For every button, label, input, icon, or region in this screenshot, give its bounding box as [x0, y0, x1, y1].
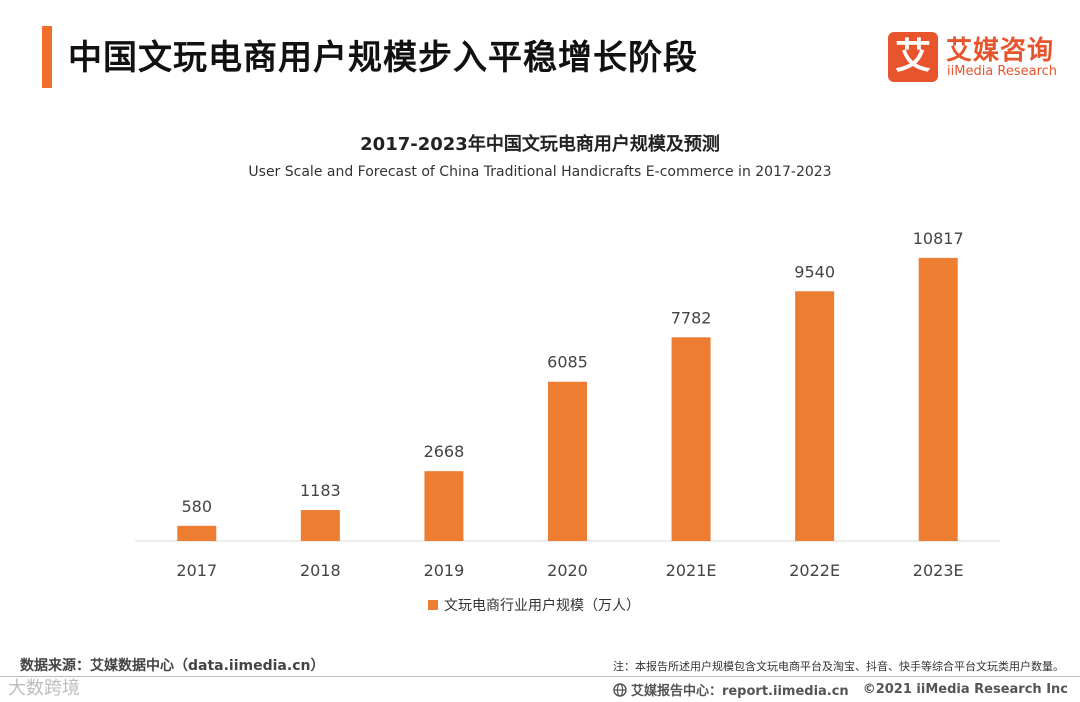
category-label-2021E: 2021E — [666, 561, 717, 580]
logo-mark-icon: 艾 — [888, 32, 938, 82]
value-label-2018: 1183 — [300, 481, 341, 500]
title-accent-bar — [42, 26, 52, 88]
value-label-2021E: 7782 — [671, 308, 712, 327]
bar-2018[interactable] — [300, 510, 340, 541]
page-title: 中国文玩电商用户规模步入平稳增长阶段 — [68, 38, 698, 78]
value-label-2023E: 10817 — [913, 229, 964, 248]
logo-name-en: iiMedia Research — [947, 64, 1058, 79]
bar-2023E[interactable] — [918, 257, 958, 541]
bar-2022E[interactable] — [795, 291, 835, 541]
category-label-2019: 2019 — [424, 561, 465, 580]
category-label-2017: 2017 — [176, 561, 217, 580]
category-label-2023E: 2023E — [913, 561, 964, 580]
bar-2017[interactable] — [177, 525, 217, 541]
footer-divider — [0, 676, 1080, 677]
report-center-link[interactable]: 艾媒报告中心：report.iimedia.cn — [630, 684, 849, 699]
category-label-2022E: 2022E — [789, 561, 840, 580]
footnote: 注：本报告所述用户规模包含文玩电商平台及淘宝、抖音、快手等综合平台文玩类用户数量… — [613, 660, 1064, 673]
brand-logo[interactable]: 艾 艾媒咨询 iiMedia Research — [888, 32, 1068, 84]
category-label-2018: 2018 — [300, 561, 341, 580]
data-source: 数据来源：艾媒数据中心（data.iimedia.cn） — [20, 658, 325, 674]
legend-label: 文玩电商行业用户规模（万人） — [444, 598, 640, 614]
value-label-2020: 6085 — [547, 353, 588, 372]
value-label-2022E: 9540 — [794, 262, 835, 281]
legend-swatch — [428, 600, 438, 610]
value-label-2019: 2668 — [424, 442, 465, 461]
value-label-2017: 580 — [182, 497, 213, 516]
chart-subtitle: User Scale and Forecast of China Traditi… — [248, 164, 832, 180]
copyright: ©2021 iiMedia Research Inc — [862, 682, 1068, 697]
category-label-2020: 2020 — [547, 561, 588, 580]
watermark: 大数跨境 — [8, 678, 80, 699]
bar-2019[interactable] — [424, 471, 464, 541]
logo-name-cn: 艾媒咨询 — [946, 36, 1055, 66]
chart-legend: 文玩电商行业用户规模（万人） — [428, 595, 640, 615]
footer-bar: 艾媒报告中心：report.iimedia.cn ©2021 iiMedia R… — [613, 680, 1068, 699]
globe-icon — [613, 682, 627, 697]
bar-2021E[interactable] — [671, 337, 711, 541]
chart-title: 2017-2023年中国文玩电商用户规模及预测 — [360, 134, 720, 155]
bar-2020[interactable] — [548, 381, 587, 541]
